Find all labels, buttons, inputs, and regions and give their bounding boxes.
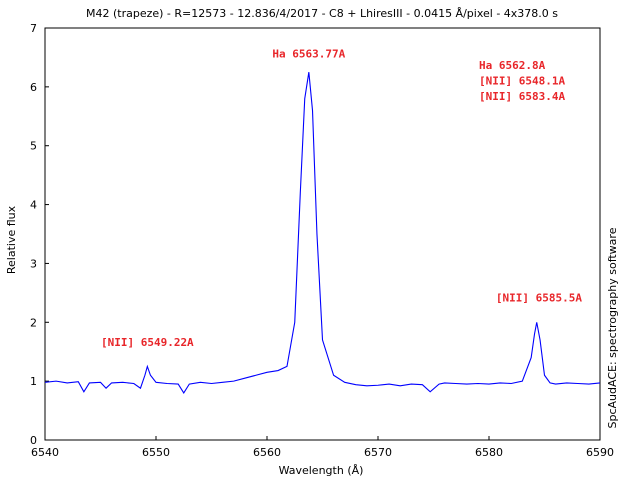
y-tick-label: 2 (30, 316, 37, 329)
x-tick-label: 6590 (586, 446, 614, 459)
y-tick-label: 1 (30, 375, 37, 388)
chart-title: M42 (trapeze) - R=12573 - 12.836/4/2017 … (86, 7, 558, 20)
y-tick-label: 3 (30, 257, 37, 270)
x-tick-label: 6570 (364, 446, 392, 459)
x-tick-label: 6560 (253, 446, 281, 459)
line-annotation: Ha 6562.8A (479, 59, 546, 72)
axis-ticks: 6540 6550 6560 6570 6580 6590 0 1 2 3 4 5 6 7 (30, 22, 614, 459)
plot-frame (44, 27, 601, 441)
x-tick-label: 6550 (142, 446, 170, 459)
y-tick-label: 4 (30, 199, 37, 212)
line-annotation: Ha 6563.77A (272, 47, 345, 60)
x-tick-label: 6580 (475, 446, 503, 459)
y-tick-label: 5 (30, 140, 37, 153)
x-axis-label: Wavelength (Å) (279, 464, 364, 477)
line-annotation: [NII] 6549.22A (101, 336, 194, 349)
software-credit-label: SpcAudACE: spectrography software (606, 227, 619, 428)
annotations: Ha 6563.77A [NII] 6549.22A [NII] 6585.5A Ha… (101, 47, 582, 348)
line-annotation: [NII] 6585.5A (496, 292, 582, 305)
spectrum-line (44, 72, 601, 394)
line-annotation: [NII] 6548.1A (479, 75, 565, 88)
y-tick-label: 0 (30, 434, 37, 447)
x-tick-label: 6540 (31, 446, 59, 459)
y-tick-label: 7 (30, 22, 37, 35)
y-axis-label: Relative flux (5, 205, 18, 274)
y-tick-label: 6 (30, 81, 37, 94)
line-annotation: [NII] 6583.4A (479, 90, 565, 103)
